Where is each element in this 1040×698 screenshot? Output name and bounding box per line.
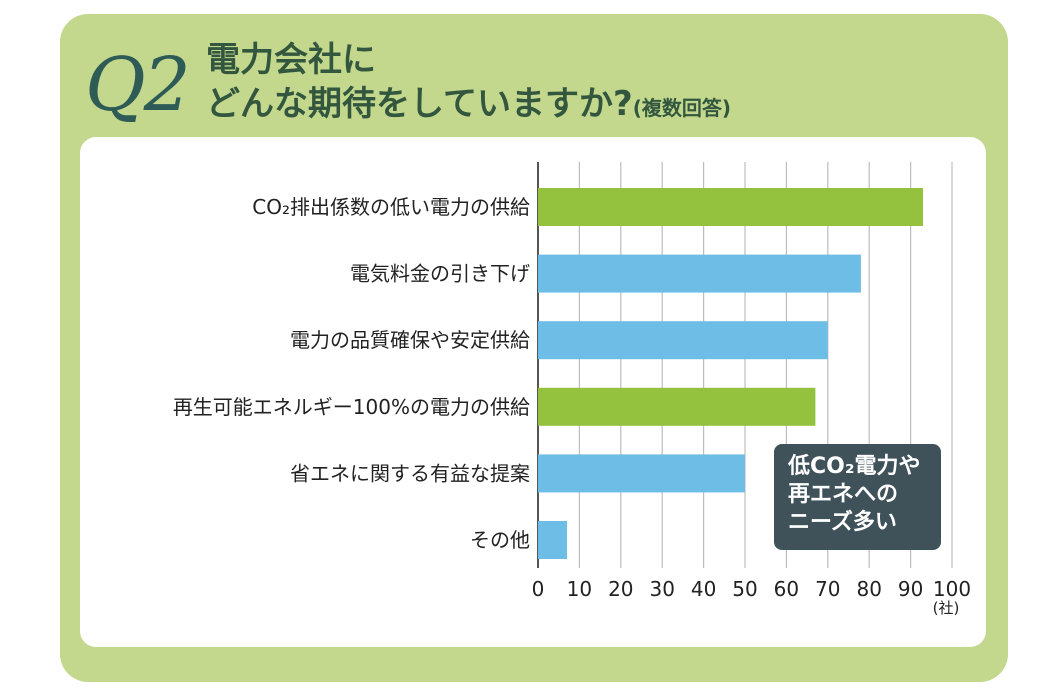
x-tick-label: 60	[774, 577, 799, 601]
question-title-line2: どんな期待をしていますか?(複数回答)	[206, 84, 731, 128]
x-tick-label: 50	[732, 577, 757, 601]
x-tick-label: 70	[815, 577, 840, 601]
bar	[538, 188, 924, 226]
bar	[538, 454, 745, 493]
category-label: 電力の品質確保や安定供給	[290, 328, 530, 352]
x-tick-label: 10	[567, 577, 592, 601]
bar	[538, 321, 828, 360]
callout-box: 低CO₂電力や 再エネへの ニーズ多い	[774, 444, 941, 550]
question-title-text: どんな期待をしていますか?	[206, 84, 633, 124]
category-label: その他	[470, 528, 530, 552]
x-tick-label: 20	[608, 577, 633, 601]
bar	[538, 521, 567, 559]
question-title-note: (複数回答)	[632, 96, 731, 120]
x-tick-label: 0	[532, 577, 545, 601]
x-unit-label: (社)	[933, 599, 960, 617]
category-label: CO₂排出係数の低い電力の供給	[252, 195, 530, 219]
question-number: Q2	[85, 42, 191, 128]
x-tick-label: 40	[691, 577, 716, 601]
callout-line-2: 再エネへの	[788, 482, 899, 507]
x-tick-label: 90	[898, 577, 923, 601]
question-title-line1: 電力会社に	[206, 40, 376, 80]
callout-line-1: 低CO₂電力や	[788, 454, 921, 479]
category-label: 省エネに関する有益な提案	[290, 461, 530, 485]
bar	[538, 254, 861, 293]
bar	[538, 387, 816, 426]
category-label: 再生可能エネルギー100%の電力の供給	[173, 395, 530, 419]
category-label: 電気料金の引き下げ	[350, 262, 530, 286]
x-tick-label: 100	[933, 577, 971, 601]
x-tick-label: 30	[649, 577, 674, 601]
callout-line-3: ニーズ多い	[788, 510, 897, 535]
x-tick-label: 80	[856, 577, 881, 601]
